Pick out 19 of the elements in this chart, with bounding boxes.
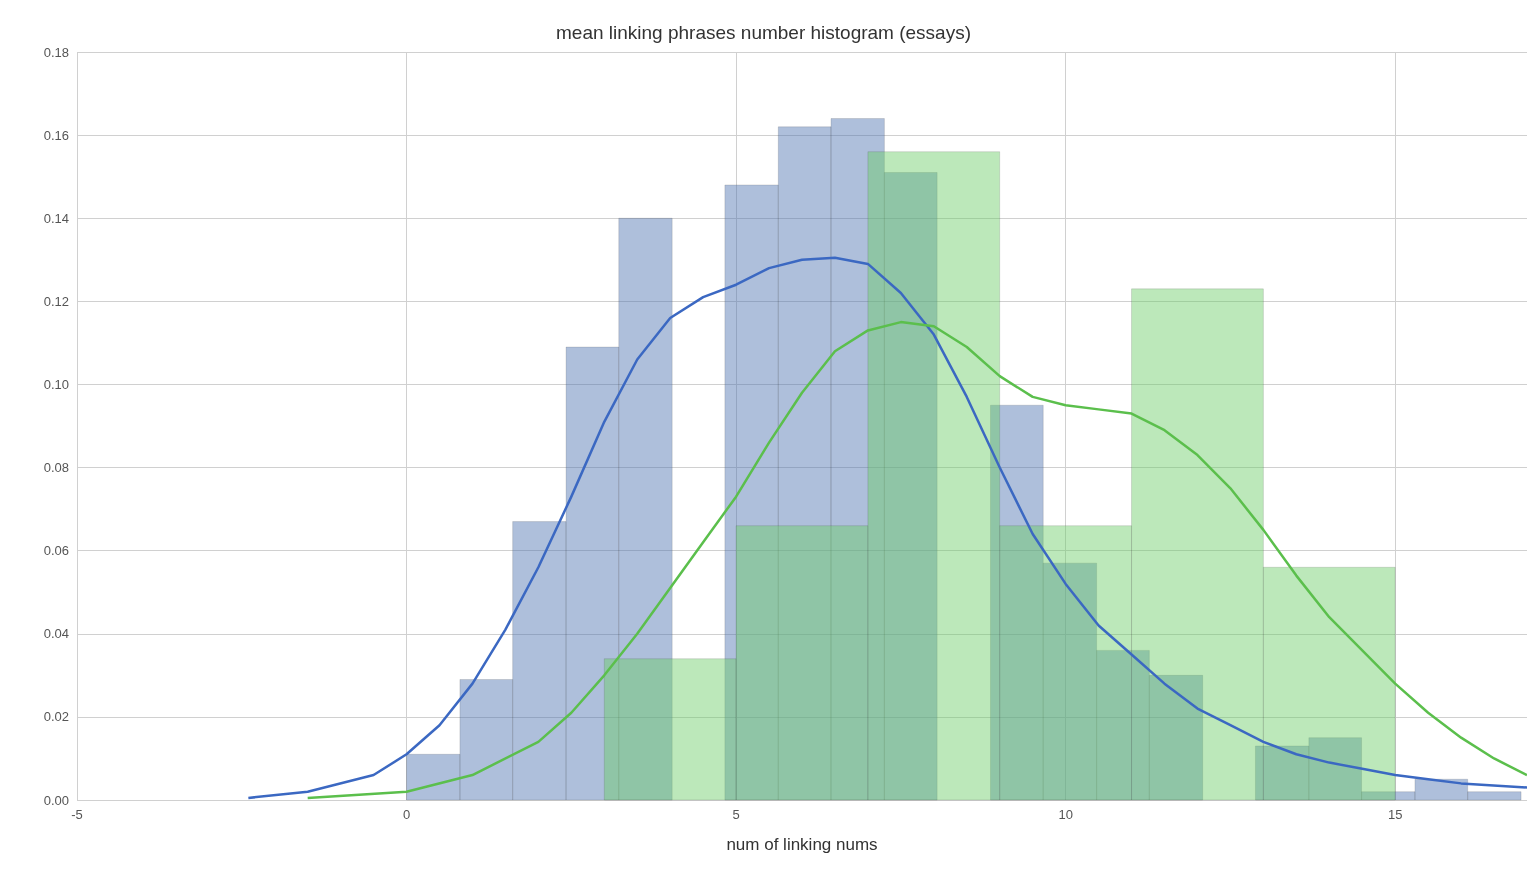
line-series (306, 320, 1527, 800)
y-tick-label: 0.10 (43, 376, 69, 392)
x-axis-title: num of linking nums (726, 835, 878, 854)
y-tick-label: 0.06 (43, 543, 69, 559)
x-tick-label: -5 (71, 807, 83, 822)
y-tick-label: 0.02 (43, 709, 69, 725)
y-tick-label: 0.00 (43, 792, 69, 808)
y-tick-label: 0.14 (43, 210, 69, 226)
x-tick-label: 0 (402, 807, 411, 822)
line-series (247, 256, 1527, 800)
y-tick-label: 0.16 (43, 127, 69, 143)
chart-title: mean linking phrases number histogram (essays) (555, 22, 972, 43)
y-tick-label: 0.12 (43, 293, 69, 309)
x-tick-label: 5 (732, 807, 740, 822)
y-tick-label: 0.18 (43, 44, 69, 60)
y-tick-label: 0.04 (43, 626, 69, 642)
x-tick-label: 10 (1058, 807, 1073, 822)
y-tick-label: 0.08 (43, 460, 69, 476)
x-tick-label: 15 (1387, 807, 1403, 822)
